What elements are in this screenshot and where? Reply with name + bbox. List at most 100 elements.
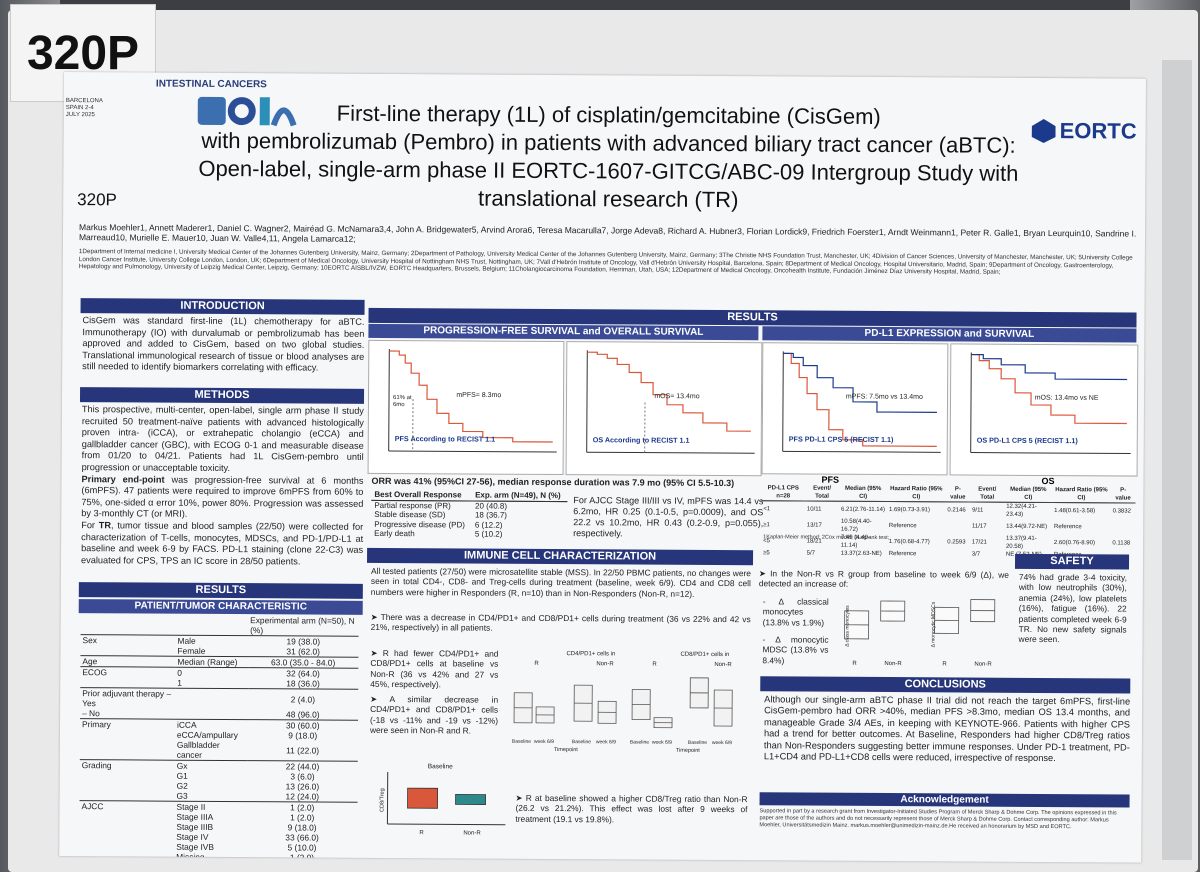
pdl1-pfs-label: PFS	[821, 474, 840, 485]
km-median: mOS: 13.4mo vs NE	[1035, 395, 1099, 402]
km-curve	[971, 353, 1127, 425]
pdl1-os-svg: OS PD-L1 CPS 5 (RECIST 1.1) mOS: 13.4mo v…	[970, 352, 1131, 455]
patient-table-cell: Prior adjuvant therapy – Yes	[80, 687, 176, 709]
axis-label: Δ class monocytes	[845, 605, 851, 647]
patient-table-row: Gallbladder cancer 11 (22.0)	[80, 739, 358, 761]
box-r	[407, 787, 439, 809]
km-curve	[389, 350, 553, 443]
pdl1-head-cell: Median (95% CI)	[1004, 485, 1053, 503]
pdl1-heading: PD-L1 EXPRESSION and SURVIVAL	[762, 326, 1137, 343]
pdl1-head-cell: Event/ Total	[804, 484, 840, 502]
axis-label: Δ monocytic MDSCs	[931, 601, 937, 647]
affiliations: 1Department of Internal medicine I, Univ…	[78, 248, 1133, 276]
mono-intro-text: In the Non-R vs R group from baseline to…	[758, 568, 1009, 590]
authors: Markus Moehler1, Annett Maderer1, Daniel…	[78, 222, 1137, 244]
methods-p1: This prospective, multi-center, open-lab…	[81, 404, 364, 473]
intro-heading: INTRODUCTION	[80, 298, 365, 315]
immune-b2: ➤ R had fewer CD4/PD1+ and CD8/PD1+ cell…	[370, 648, 498, 690]
pdl1-cell: 0.3832	[1112, 508, 1131, 515]
tick-label: week 6/9	[652, 740, 672, 746]
x-axis	[970, 452, 1131, 455]
mono-1: - Δ classical monocytes (13.8% vs 1.9%)	[762, 596, 829, 628]
patient-table-cell: Age	[80, 655, 176, 668]
bor-cell: Early death	[374, 529, 415, 539]
bor-cell: 18 (36.7)	[474, 510, 508, 520]
patient-table-cell: Median (Range)	[175, 656, 248, 668]
pdl1-footnote: 1Kaplan-Meier method; 2Cox model; 3Logra…	[763, 534, 890, 542]
pdl1-head-cell: Hazard Ratio (95% CI)	[887, 485, 946, 502]
tick-label: week 6/9	[712, 740, 732, 746]
tick-label: Non-R	[884, 661, 902, 667]
patient-table-cell	[79, 841, 174, 852]
os-km-plot: OS According to RECIST 1.1 mOS= 13.4mo	[565, 341, 763, 477]
pd1-boxplots: CD4/PD1+ cells in CD8/PD1+ cells in R Non-R…	[499, 644, 753, 757]
patient-table-cell: 1 (2.0)	[246, 801, 358, 813]
orr-text: ORR was 41% (95%CI 27-56), median respon…	[371, 475, 735, 489]
cd8treg-boxplot: Baseline CD8/Treg R Non-R	[369, 757, 510, 839]
pdl1-cell: 0.1138	[1112, 540, 1131, 547]
mono-intro: ➤ In the Non-R vs R group from baseline …	[759, 568, 1009, 590]
tick-label: Baseline	[512, 739, 531, 745]
bor-head-1: Best Overall Response	[371, 489, 473, 501]
immune-heading: IMMUNE CELL CHARACTERIZATION	[367, 547, 754, 566]
patient-table-cell: – No	[82, 708, 100, 719]
chart-title: Baseline	[428, 763, 453, 770]
chart-title: CD8/PD1+ cells in	[680, 652, 729, 658]
pdl1-cell: ≥5	[763, 550, 770, 557]
immune-b3-text: A similar decrease in CD4/PD1+ and CD8/P…	[369, 694, 499, 736]
annot: 6mo	[393, 402, 405, 408]
patient-table: Experimental arm (N=50), N (%) Sex Male 19…	[79, 614, 359, 863]
patient-table-col: Experimental arm (N=50), N (%)	[250, 615, 355, 636]
km-label: OS According to RECIST 1.1	[593, 435, 690, 445]
patient-table-cell: 12 (24.0)	[285, 791, 320, 802]
patient-table-cell: Gallbladder cancer	[176, 739, 220, 760]
poster-title: First-line therapy (1L) of cisplatin/gem…	[103, 98, 1114, 216]
pdl1-head-cell: Event/ Total	[970, 485, 1005, 503]
pdl1-cell: Reference	[888, 551, 917, 558]
patient-table-cell: 0	[175, 667, 248, 679]
pdl1-cell: Reference	[1054, 524, 1082, 531]
pdl1-cell	[945, 518, 970, 534]
monocyte-boxplots-svg: R Non-R R Non-R Δ class monocytes Δ monocytic…	[844, 599, 996, 668]
patient-table-cell	[79, 831, 174, 842]
pdl1-cell: 11/17	[971, 523, 987, 530]
conclusions-heading: CONCLUSIONS	[760, 676, 1131, 694]
monocyte-boxplots: R Non-R R Non-R Δ class monocytes Δ monocytic…	[830, 588, 1011, 674]
patient-table-cell: 31 (62.0)	[286, 646, 321, 657]
patient-table-cell: 22 (44.0)	[247, 760, 358, 772]
patient-table-cell: 19 (38.0)	[248, 635, 359, 647]
patient-table-cell: Male	[175, 635, 249, 647]
immune-b1: ➤ There was a decrease in CD4/PD1+ and C…	[371, 612, 751, 635]
conference-date: BARCELONA SPAIN 2-4 JULY 2025	[65, 98, 103, 119]
km-curve	[783, 352, 937, 413]
patient-table-row: Prior adjuvant therapy – Yes 2 (4.0)	[80, 687, 359, 710]
patient-table-cell: 32 (64.0)	[247, 667, 359, 679]
patient-table-cell: 30 (60.0)	[247, 719, 359, 731]
bor-cell: Stable disease (SD)	[374, 510, 446, 520]
patient-table-cell: Stage IVB	[176, 841, 215, 852]
tick-label: week 6/9	[596, 739, 616, 745]
methods-endpoint-label: Primary end-point	[81, 473, 165, 485]
results-left-heading: RESULTS	[78, 582, 363, 599]
patient-table-cell	[80, 780, 175, 791]
annot: 61% at	[393, 395, 412, 401]
patient-table-cell: 11 (22.0)	[286, 745, 320, 756]
patient-table-cell: Stage IIIB	[176, 821, 214, 832]
bor-cell: Partial response (PR)	[374, 500, 451, 510]
immune-b1-text: There was a decrease in CD4/PD1+ and CD8…	[370, 611, 751, 634]
patient-table-cell: ECOG	[80, 666, 176, 678]
pdl1-pfs-svg: PFS PD-L1 CPS 5 (RECIST 1.1) mPFS: 7.5mo …	[782, 351, 941, 453]
pdl1-head-cell: Hazard Ratio (95% CI)	[1052, 486, 1111, 503]
pdl1-cell: 1.76(0.68-4.77)	[888, 539, 930, 546]
patient-table-cell: 5 (10.0)	[287, 842, 317, 853]
patient-table-cell: eCCA/ampullary	[176, 729, 238, 741]
km-median: mPFS: 7.5mo vs 13.4mo	[846, 393, 923, 400]
methods-p3: , tumor tissue and blood samples (22/50)…	[80, 520, 364, 567]
patient-table-cell	[175, 688, 248, 710]
bor-cell: Progressive disease (PD)	[374, 519, 465, 530]
group-label: R	[652, 662, 657, 668]
pdl1-cell: 10/11	[806, 506, 822, 513]
pdl1-head-cell: PD-L1 CPS n=28	[761, 484, 806, 502]
bor-cell: 20 (40.8)	[474, 501, 508, 511]
pdl1-cell: 3/7	[971, 551, 981, 558]
